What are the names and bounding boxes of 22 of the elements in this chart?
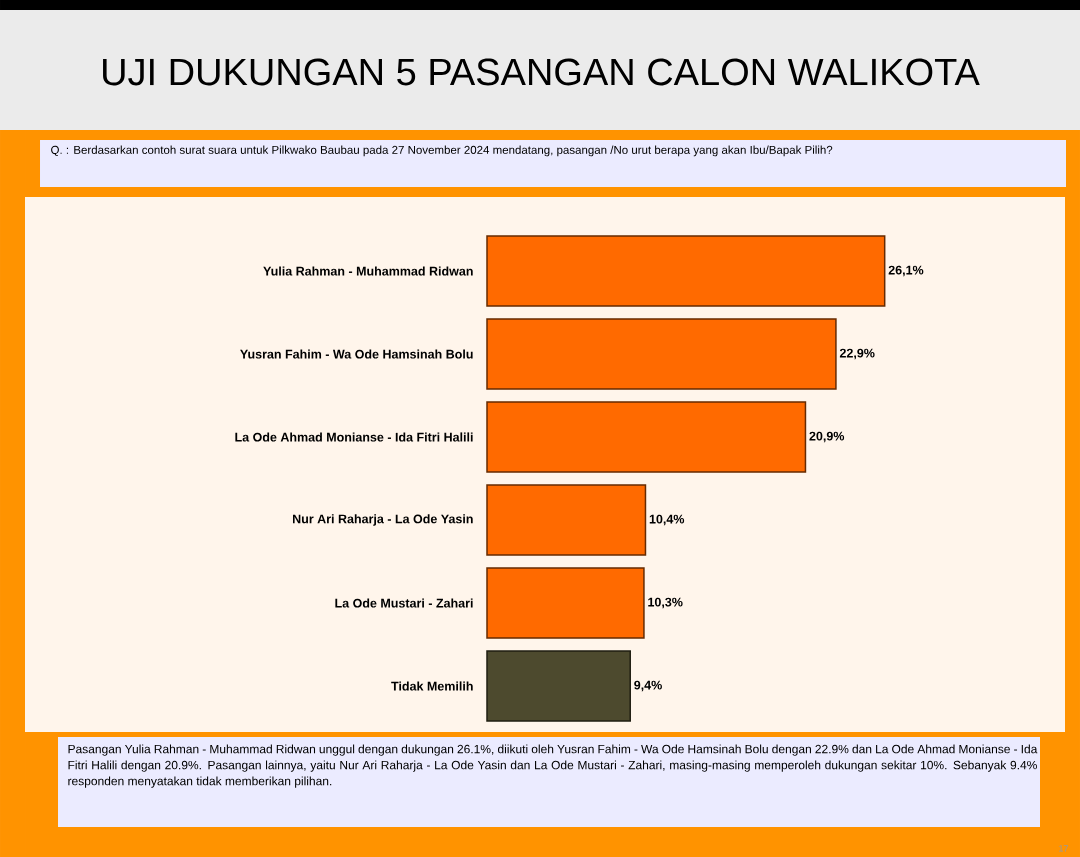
data-label: 9,4% xyxy=(634,680,662,692)
y-tick-label: Nur Ari Raharja - La Ode Yasin xyxy=(293,514,473,526)
data-label: 20,9% xyxy=(809,431,845,443)
bar xyxy=(486,567,645,639)
chart-title: UJI DUKUNGAN 5 PASANGAN CALON WALIKOTA xyxy=(103,58,980,86)
data-label: 10,3% xyxy=(648,597,683,609)
data-label: 10,4% xyxy=(649,514,685,526)
bar xyxy=(486,484,647,556)
data-label: 22,9% xyxy=(839,348,875,360)
text: 17 xyxy=(1059,845,1069,852)
bar xyxy=(486,650,631,722)
bar xyxy=(486,401,807,473)
bar xyxy=(486,235,886,307)
y-tick-label: Tidak Memilih xyxy=(391,681,473,691)
chart-subtitle: Q. : Berdasarkan contoh surat suara untuk Pilkwako Baubau pada 27 November 2024 mendatang, pasangan /No urut berapa yang akan Ibu/Bapak Pilih? xyxy=(51,145,833,157)
y-tick-label: Yusran Fahim - Wa Ode Hamsinah Bolu xyxy=(240,349,473,359)
bar xyxy=(486,318,837,390)
text: Pasangan Yulia Rahman - Muhammad Ridwan unggul dengan dukungan 26.1%, diikuti oleh Yusran Fahim - Wa Ode Hamsinah Bolu dengan 22.9% dan La Ode Ahmad Monianse - Ida Fitri Halili dengan 20.9%. Pasangan lainnya, yaitu Nur Ari Raharja - La Ode Yasin dan La Ode Mustari - Zahari, masing-masing memperoleh dukungan sekitar 10%. Sebanyak 9.4% responden menyatakan tidak memberikan pilihan. xyxy=(68,744,1038,788)
y-tick-label: Yulia Rahman - Muhammad Ridwan xyxy=(263,266,473,276)
y-tick-label: La Ode Mustari - Zahari xyxy=(335,598,473,608)
y-tick-label: La Ode Ahmad Monianse - Ida Fitri Halili xyxy=(235,432,473,442)
data-label: 26,1% xyxy=(888,265,924,277)
